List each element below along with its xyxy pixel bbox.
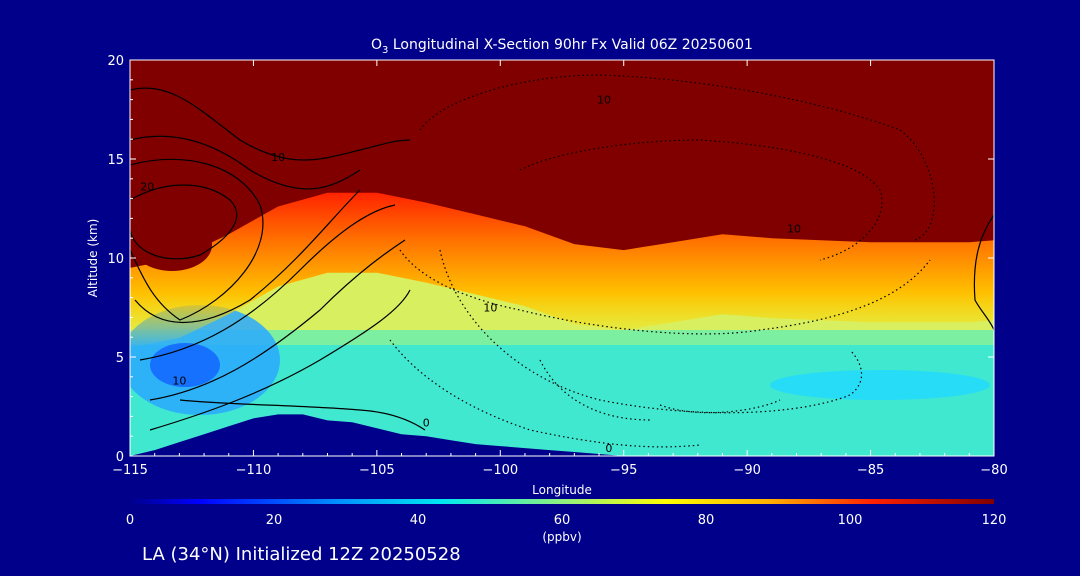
x-tick-label: −90 [733,463,760,478]
contour-line [134,189,361,324]
dotted-contour-line [539,359,651,421]
y-axis-label: Altitude (km) [86,219,100,298]
colorbar-tick-label: 60 [554,513,571,528]
contour-label: 20 [140,181,154,194]
x-axis: −115 −110 −105 −100 −95 −90 −85 −80 [112,60,1008,478]
contour-line [179,399,426,431]
contour-label: 0 [605,442,612,455]
stratospheric-intrusion [132,219,212,271]
colorbar-tick-label: 100 [838,513,863,528]
x-tick-label: −105 [359,463,395,478]
colorbar-tick-label: 0 [126,513,134,528]
colorbar-tick-label: 80 [698,513,715,528]
dotted-contour-line [389,339,701,448]
colorbar-tick-label: 40 [410,513,427,528]
contour-line [130,158,264,321]
x-axis-label: Longitude [532,483,592,497]
x-tick-label: −85 [857,463,884,478]
east-low-ozone-band [770,370,990,400]
dotted-contour-line [659,399,781,414]
contour-label: 10 [787,222,801,235]
contour-label: 10 [597,94,611,107]
colorbar-tick-label: 20 [266,513,283,528]
colorbar [130,499,994,504]
colorbar-tick-label: 120 [982,513,1007,528]
dotted-contour-line [419,74,935,241]
x-tick-label: −95 [610,463,637,478]
y-tick-label: 10 [107,252,124,267]
x-tick-label: −80 [980,463,1007,478]
dotted-contour-line [519,139,883,261]
stratosphere-region [130,60,994,268]
colorbar-ticks: 0 20 40 60 80 100 120 [126,513,1007,528]
contour-line [130,184,238,260]
contour-line [973,214,994,331]
initialization-info: LA (34°N) Initialized 12Z 20250528 [142,544,461,565]
contour-label: 10 [172,375,186,388]
y-tick-label: 5 [116,351,124,366]
negative-contour-lines [389,74,935,448]
contour-labels: 10 20 10 10 10 10 0 0 [140,94,801,455]
contour-line [130,135,361,190]
contour-line [139,204,396,361]
y-tick-label: 20 [107,54,124,69]
x-tick-label: −115 [112,463,148,478]
contour-label: 0 [423,416,430,429]
contour-lines [130,87,994,431]
contour-label: 10 [483,302,497,315]
y-axis: 0 5 10 15 20 [107,54,994,465]
y-tick-label: 0 [116,450,124,465]
plot-area: 10 20 10 10 10 10 0 0 [130,60,994,456]
chart-title: O3 Longitudinal X-Section 90hr Fx Valid … [371,37,753,56]
contour-line [149,239,406,401]
x-tick-label: −110 [236,463,272,478]
terrain-mask [130,414,994,456]
contour-line [130,87,411,161]
contour-line [149,289,411,431]
y-tick-label: 15 [107,153,124,168]
contour-label: 10 [271,151,285,164]
x-tick-label: −100 [482,463,518,478]
colorbar-unit-label: (ppbv) [542,530,581,544]
